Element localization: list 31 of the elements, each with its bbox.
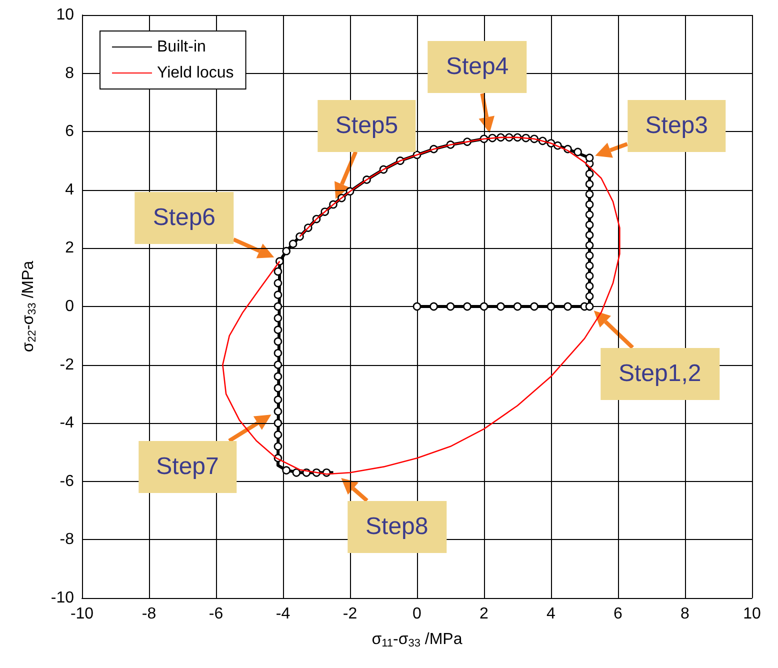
y-tick-label: 8 [65,64,74,82]
x-tick-label: -4 [276,606,290,622]
x-tick-label: 2 [480,606,489,622]
annotation: Step6 [134,192,234,244]
annotation: Step5 [317,100,416,152]
x-tick-label: -2 [342,606,358,622]
x-tick-label: 8 [680,606,690,622]
y-tick-label: 10 [56,6,74,24]
annotation: Step7 [138,440,237,493]
legend-label: Yield locus [157,64,234,82]
x-tick-label: 6 [614,606,623,622]
y-tick-label: 4 [65,181,74,198]
annotation: Step1,2 [600,348,720,400]
y-tick-label: 6 [65,123,74,140]
y-tick-label: 0 [65,298,74,315]
y-tick-label: -8 [60,531,74,548]
annotation: Step8 [348,500,446,553]
x-tick-label: 4 [546,606,556,622]
y-tick-label: -6 [60,472,74,490]
y-tick-label: -10 [50,590,74,606]
y-tick-label: -4 [60,414,74,432]
x-tick-label: -8 [142,606,156,622]
annotation: Step4 [428,41,527,94]
annotation: Step3 [627,100,726,152]
y-tick-label: -2 [60,356,74,374]
y-tick-label: 2 [65,240,74,257]
x-tick-label: 0 [412,606,422,622]
x-tick-label: -6 [208,606,224,622]
y-axis-title: σ22-σ33 /MPa [20,260,38,352]
legend-label: Built-in [157,38,206,56]
x-tick-label: 10 [743,606,761,622]
